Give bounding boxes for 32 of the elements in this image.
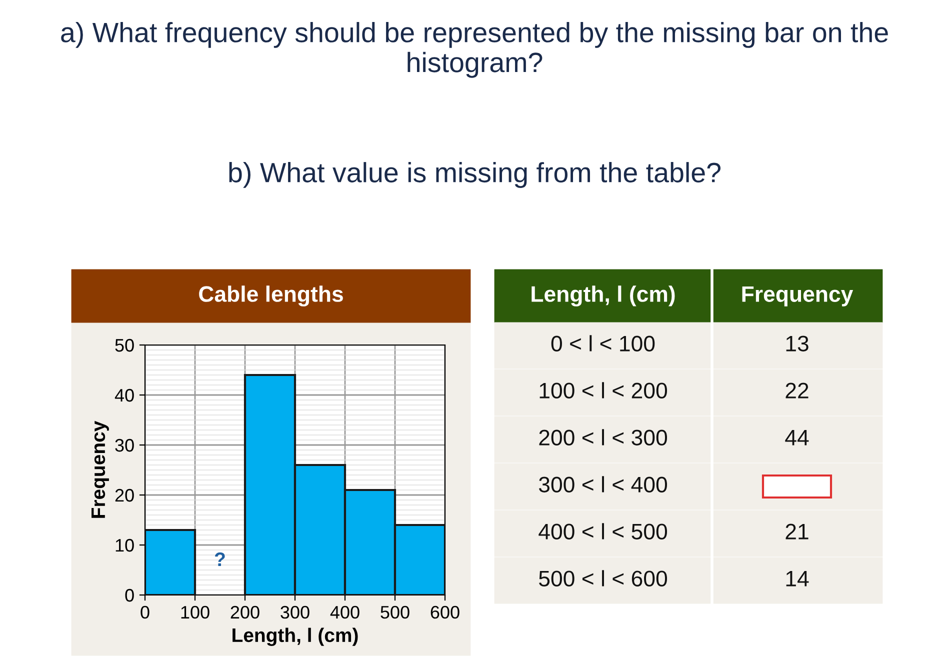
text: 500 < l < 600 [539, 570, 668, 586]
x-axis-title: Length, l (cm) [232, 628, 358, 646]
text: 400 < l < 500 [538, 523, 668, 540]
text: 21 [786, 524, 808, 540]
text: 200 < l < 300 [539, 429, 668, 446]
y-axis-title: Frequency [92, 420, 109, 518]
text: 0 < l < 100 [551, 335, 655, 352]
y-tick-label: 40 [114, 388, 134, 402]
text: 100 < l < 200 [540, 382, 668, 398]
text: Length, l (cm) [532, 286, 675, 306]
text: 14 [786, 570, 809, 586]
text: 22 [786, 382, 808, 398]
annotation: ? [214, 552, 225, 566]
x-tick-label: 400 [330, 606, 360, 619]
y-tick-label: 10 [116, 538, 134, 552]
text: a) What frequency should be represented by the missing bar on the histogram? [61, 22, 888, 78]
x-tick-label: 500 [380, 606, 410, 619]
x-tick-label: 600 [430, 606, 460, 619]
x-tick-label: 200 [230, 606, 260, 619]
text: Frequency [742, 286, 854, 306]
text: 300 < l < 400 [538, 476, 668, 492]
text: b) What value is missing from the table? [229, 162, 720, 188]
x-tick-label: 100 [181, 606, 210, 619]
y-tick-label: 0 [125, 588, 134, 602]
y-tick-label: 20 [115, 488, 134, 502]
text: 44 [785, 430, 809, 446]
x-tick-label: 300 [280, 606, 310, 619]
chart-title: Cable lengths [199, 286, 343, 306]
x-tick-label: 0 [140, 606, 150, 619]
y-tick-label: 50 [115, 338, 134, 352]
y-tick-label: 30 [115, 438, 134, 452]
text: 13 [786, 336, 808, 352]
